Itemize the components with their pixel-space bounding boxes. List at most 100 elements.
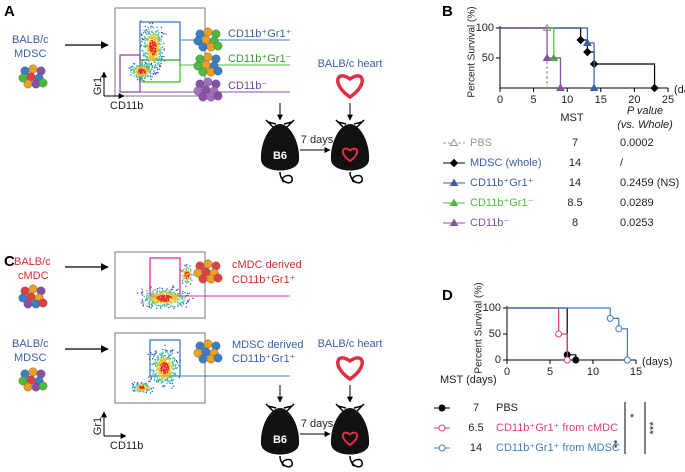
dot [164, 373, 166, 376]
dot [189, 272, 191, 274]
dot [166, 350, 169, 352]
dot [167, 379, 169, 381]
dot [143, 389, 145, 391]
legend-marker [438, 404, 446, 412]
dot [146, 66, 148, 69]
dot [169, 381, 171, 383]
dot [149, 298, 151, 300]
mst-value: 14 [569, 177, 581, 189]
dot [148, 297, 150, 299]
dot [159, 40, 161, 42]
dot [166, 368, 168, 370]
p-value: 0.0002 [620, 137, 654, 149]
dot [175, 297, 177, 300]
dot [157, 50, 159, 52]
dot [154, 52, 156, 54]
mouse [330, 403, 370, 468]
dot [148, 358, 151, 360]
dot [160, 369, 163, 372]
dot [159, 361, 161, 363]
dot [171, 382, 173, 385]
dot [147, 299, 149, 302]
dot [185, 276, 188, 278]
mst-value: 6.5 [468, 422, 483, 434]
dot [141, 49, 143, 52]
dot [168, 366, 171, 368]
dot [162, 358, 164, 361]
dot [142, 70, 144, 72]
dot [189, 283, 192, 285]
significance: ** [612, 439, 624, 448]
dot [133, 390, 135, 392]
dot [130, 74, 132, 76]
dot [159, 293, 161, 296]
dot [172, 285, 174, 287]
dot [167, 377, 169, 379]
dot [157, 297, 159, 300]
dot [148, 376, 150, 378]
dot [157, 34, 160, 36]
dot [164, 344, 166, 346]
dot [170, 358, 172, 360]
dot [161, 304, 164, 307]
cell [213, 41, 223, 51]
mst-value: 7 [572, 137, 578, 149]
dot [158, 372, 160, 374]
dot [169, 364, 172, 366]
dot [191, 279, 193, 282]
dot [140, 64, 142, 67]
dot [159, 60, 161, 62]
dot [142, 300, 144, 302]
dot [139, 68, 141, 70]
dot [149, 299, 151, 301]
dot [157, 45, 160, 48]
dot [171, 376, 173, 379]
dot [173, 374, 175, 377]
dot [160, 372, 163, 374]
dot [161, 363, 163, 365]
cell [203, 259, 213, 269]
dot [177, 362, 179, 364]
dot [159, 353, 161, 355]
dot [169, 350, 172, 352]
dot [153, 56, 155, 58]
dot [139, 70, 141, 73]
dot [147, 70, 149, 72]
dot [182, 292, 184, 295]
dot [171, 357, 174, 360]
dot [174, 292, 176, 295]
dot [156, 363, 159, 365]
dot [173, 359, 176, 362]
dot [186, 301, 189, 303]
dot [166, 294, 168, 297]
cell-cluster [193, 339, 223, 364]
dot [171, 288, 174, 291]
dot [159, 59, 162, 61]
dot [153, 61, 155, 63]
mst-value: 14 [569, 157, 581, 169]
dot [154, 301, 156, 304]
dot [144, 51, 146, 53]
dot [137, 74, 140, 76]
dot [143, 295, 145, 298]
dot [151, 45, 153, 47]
dot [133, 75, 135, 77]
dot [158, 367, 161, 369]
dot [159, 287, 161, 289]
cell [198, 354, 208, 364]
dot [149, 27, 152, 29]
dot [156, 26, 158, 28]
dot [160, 26, 163, 29]
cell [38, 78, 48, 88]
dot [160, 305, 162, 308]
dot [162, 378, 164, 380]
dot [160, 62, 162, 65]
dot [143, 45, 145, 47]
dot [157, 39, 159, 41]
dot [141, 75, 143, 77]
cell [198, 42, 208, 52]
dot [172, 349, 174, 351]
dot [149, 301, 151, 304]
dot [186, 282, 188, 284]
dot [145, 55, 147, 58]
